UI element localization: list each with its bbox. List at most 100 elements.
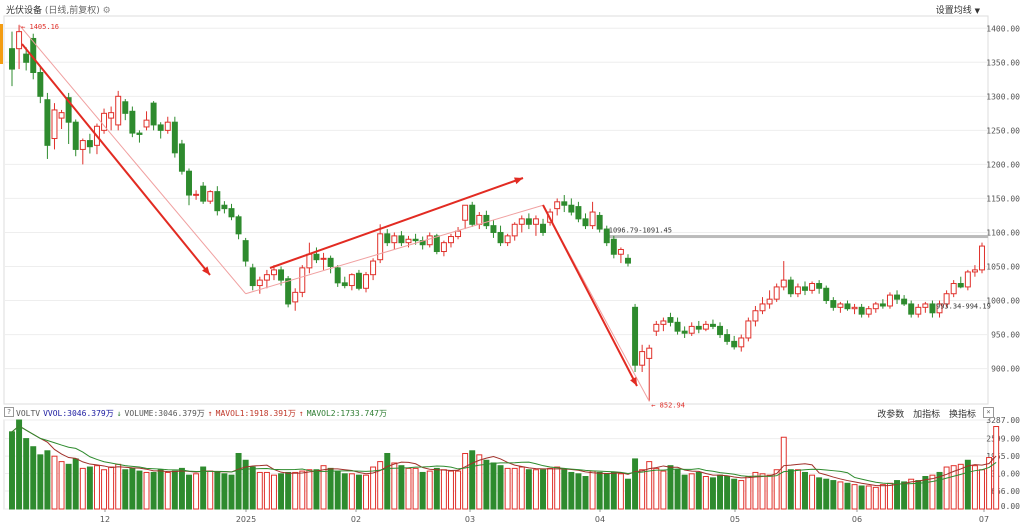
candle-body (207, 191, 214, 202)
volume-bar (221, 473, 228, 510)
candle-body (809, 283, 816, 291)
volume-bar (129, 467, 136, 510)
candle-body (717, 325, 724, 336)
volume-bar (462, 452, 469, 510)
volume-bar (674, 469, 681, 510)
volume-bar (603, 473, 610, 510)
edit-params-button[interactable]: 改参数 (877, 410, 905, 420)
x-tick-label: 03 (465, 515, 475, 524)
volume-bar (299, 470, 306, 510)
volume-bar (490, 462, 497, 510)
volume-bar (639, 469, 646, 510)
candle-body (639, 351, 646, 366)
candle-body (101, 112, 108, 131)
candle-body (72, 121, 79, 150)
candle-body (313, 253, 320, 261)
candle-body (9, 48, 15, 70)
chart-header: 光伏设备 (日线,前复权) ⚙ 设置均线 ▼ (0, 0, 1024, 16)
candle-body (575, 206, 582, 220)
candle-body (738, 337, 745, 348)
chart-title: 光伏设备 (日线,前复权) ⚙ (6, 3, 111, 16)
volume-bar (270, 474, 277, 510)
current-position-marker (0, 24, 3, 64)
candle-body (617, 248, 624, 255)
candle-body (816, 283, 823, 289)
volume-bar (497, 465, 504, 510)
x-tick-label: 2025 (236, 515, 256, 524)
candle-body (108, 112, 115, 119)
candle-body (214, 191, 221, 212)
volume-bar (943, 466, 950, 510)
mavol1-line (11, 425, 997, 487)
downtrend-arrow-2-head (630, 377, 637, 386)
chart-period: (日线,前复权) (44, 6, 100, 16)
candle-body (660, 320, 667, 325)
volume-tick-label: 3287.00 (986, 416, 1020, 425)
change-indicator-button[interactable]: 换指标 (948, 410, 976, 420)
candle-body (780, 279, 787, 288)
volume-bar (72, 458, 79, 510)
volume-bar (532, 469, 539, 510)
volume-bar (101, 469, 108, 510)
candle-body (950, 283, 957, 295)
candle-body (901, 298, 908, 305)
close-indicator-icon[interactable]: × (983, 407, 994, 418)
volume-bar (37, 454, 44, 510)
volume-bar (193, 473, 200, 510)
candle-body (646, 347, 653, 359)
volume-bar (384, 452, 391, 510)
x-tick-label: 06 (852, 515, 862, 524)
price-tick-label: 900.00 (991, 365, 1020, 374)
price-panel-frame (3, 15, 989, 405)
candle-body (79, 140, 86, 150)
candle-body (915, 306, 922, 315)
candle-body (532, 218, 539, 225)
ma-settings-button[interactable]: 设置均线 ▼ (936, 3, 980, 16)
volume-bar (625, 478, 631, 510)
volume-bar (971, 465, 978, 510)
volume-bar (143, 471, 150, 510)
candle-body (278, 269, 285, 281)
volume-bar (398, 465, 405, 510)
volume-bar (936, 471, 943, 510)
candle-body (221, 204, 228, 210)
candle-body (334, 267, 341, 284)
indicator-buttons: 改参数 加指标 换指标 (871, 407, 976, 420)
volume-header: ? VOLTV VVOL:3046.379万 ↓ VOLUME:3046.379万 ↑ M… (0, 406, 1024, 420)
volume-bar (207, 470, 214, 510)
ma-settings-label: 设置均线 (935, 6, 972, 16)
price-tick-label: 1400.00 (986, 24, 1020, 33)
settings-gear-icon[interactable]: ⚙ (102, 6, 111, 16)
add-indicator-button[interactable]: 加指标 (913, 410, 941, 420)
volume-bar (802, 471, 808, 510)
volume-bar (469, 450, 476, 510)
volume-bar (327, 467, 334, 510)
candle-body (405, 238, 412, 244)
volume-bar (851, 484, 858, 510)
candle-body (256, 279, 263, 287)
volume-bar (575, 473, 582, 510)
candle-body (412, 238, 419, 242)
volume-bar (426, 470, 433, 510)
volume-bar (660, 470, 667, 510)
candle-body (844, 303, 851, 310)
volume-bar (412, 467, 419, 510)
candle-body (171, 121, 178, 154)
candle-body (625, 257, 631, 264)
candle-body (702, 323, 709, 330)
volume-bar (157, 469, 164, 510)
help-icon[interactable]: ? (4, 407, 14, 417)
mavol2-line (11, 425, 997, 485)
volume-bar (844, 482, 851, 510)
volume-bar (901, 481, 908, 510)
candle-body (681, 330, 688, 334)
volume-bar (65, 463, 72, 510)
volume-bar (341, 473, 348, 510)
candle-body (802, 286, 808, 291)
volume-bar (164, 471, 171, 510)
candle-body (384, 233, 391, 244)
volume-bar (993, 426, 1000, 510)
candle-body (186, 170, 192, 196)
candle-body (51, 109, 58, 140)
candle-body (929, 303, 936, 314)
